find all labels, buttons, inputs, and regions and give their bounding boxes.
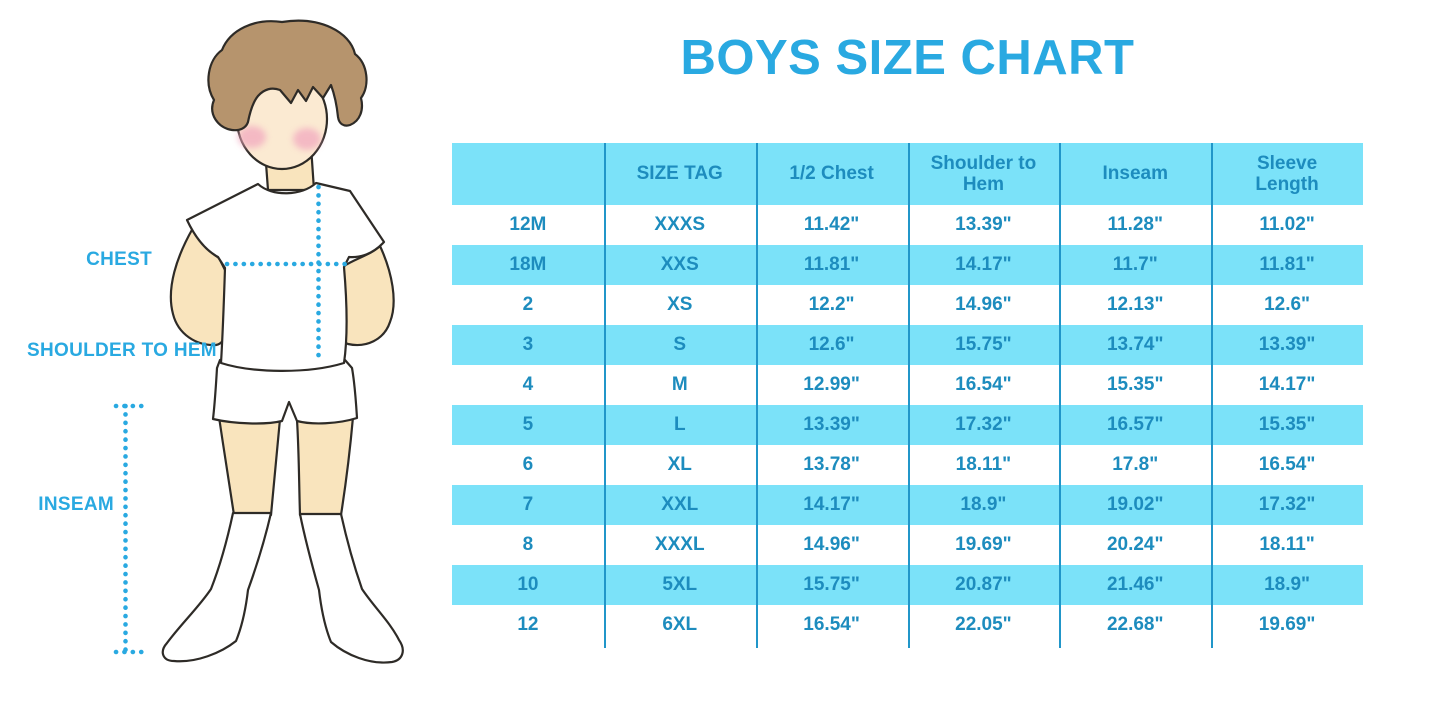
table-cell: 13.39" [803, 414, 860, 435]
table-cell: 8 [522, 534, 534, 555]
table-cell: 13.39" [955, 214, 1012, 235]
table-cell: 14.17" [1258, 374, 1316, 395]
table-cell: 19.02" [1106, 494, 1164, 515]
table-cell: M [671, 374, 688, 395]
table-cell: 17.8" [1112, 454, 1159, 475]
table-cell: 11.02" [1259, 214, 1315, 235]
right-sock [298, 512, 404, 664]
table-cell: 12.2" [808, 294, 855, 315]
table-cell: 22.05" [955, 614, 1012, 635]
page-title: BOYS SIZE CHART [680, 31, 1135, 85]
table-cell: S [673, 334, 687, 355]
table-cell: 13.78" [803, 454, 860, 475]
table-cell: 12 [517, 614, 539, 635]
table-cell: 12.6" [1264, 294, 1311, 315]
column-divider [603, 143, 606, 648]
table-cell: 20.87" [955, 574, 1012, 595]
table-cell: 14.17" [955, 254, 1012, 275]
table-cell: 20.24" [1106, 534, 1164, 555]
column-header [452, 143, 604, 205]
table-cell: 14.96" [955, 294, 1012, 315]
shoulder-to-hem-label: SHOULDER TO HEM [27, 340, 217, 361]
table-cell: 18.9" [960, 494, 1007, 515]
table-cell: 10 [517, 574, 539, 595]
table-cell: 15.75" [803, 574, 860, 595]
t-shirt [185, 181, 386, 372]
table-cell: 13.74" [1106, 334, 1164, 355]
table-cell: 13.39" [1258, 334, 1316, 355]
column-header: 1/2 Chest [789, 163, 874, 185]
table-cell: 21.46" [1106, 574, 1164, 595]
table-cell: L [673, 414, 686, 435]
table-cell: 5XL [662, 574, 698, 595]
right-blush [293, 128, 321, 150]
table-cell: 17.32" [955, 414, 1012, 435]
table-cell: XXS [660, 254, 699, 275]
table-cell: 17.32" [1258, 494, 1316, 515]
shorts [211, 358, 359, 425]
hair [207, 19, 368, 132]
table-cell: XXL [661, 494, 699, 515]
table-cell: 18.9" [1264, 574, 1311, 595]
table-cell: 16.54" [803, 614, 860, 635]
table-cell: XXXL [654, 534, 705, 555]
column-divider [907, 143, 910, 648]
column-divider [1059, 143, 1062, 648]
table-cell: 7 [522, 494, 534, 515]
column-header: SIZE TAG [636, 163, 723, 185]
table-cell: 11.81" [803, 254, 860, 275]
table-cell: 12.13" [1106, 294, 1164, 315]
table-cell: 16.54" [1258, 454, 1316, 475]
column-header: Sleeve Length [1255, 152, 1319, 195]
chest-label: CHEST [86, 249, 152, 270]
left-sock [161, 511, 273, 663]
table-cell: 12M [509, 214, 547, 235]
table-cell: 16.54" [955, 374, 1012, 395]
inseam-label: INSEAM [38, 494, 114, 515]
table-cell: 22.68" [1106, 614, 1164, 635]
table-cell: 5 [522, 414, 534, 435]
table-cell: XS [667, 294, 693, 315]
table-cell: 12.6" [808, 334, 855, 355]
table-cell: 11.7" [1112, 254, 1158, 275]
column-header: Shoulder to Hem [930, 152, 1037, 195]
table-cell: 18.11" [955, 454, 1012, 475]
table-cell: 18.11" [1259, 534, 1315, 555]
column-header: Inseam [1102, 163, 1168, 185]
column-divider [755, 143, 758, 648]
right-leg [295, 415, 355, 517]
left-leg [217, 415, 282, 517]
table-cell: 14.96" [803, 534, 860, 555]
table-cell: 12.99" [803, 374, 860, 395]
table-cell: 4 [522, 374, 534, 395]
table-cell: 15.35" [1258, 414, 1316, 435]
table-cell: 15.75" [955, 334, 1012, 355]
table-cell: 14.17" [803, 494, 860, 515]
table-cell: 2 [522, 294, 534, 315]
table-cell: 16.57" [1106, 414, 1164, 435]
right-arm [338, 244, 395, 347]
table-cell: 3 [522, 334, 534, 355]
table-cell: 11.28" [1107, 214, 1163, 235]
table-cell: XL [667, 454, 692, 475]
table-cell: 19.69" [955, 534, 1012, 555]
table-cell: 18M [509, 254, 547, 275]
left-blush [238, 126, 266, 148]
size-table: SIZE TAG 1/2 Chest Shoulder to Hem Inseam Sl… [452, 143, 1363, 648]
table-cell: 11.42" [803, 214, 860, 235]
table-cell: 11.81" [1259, 254, 1315, 275]
table-cell: 19.69" [1258, 614, 1316, 635]
table-cell: 6 [522, 454, 534, 475]
column-divider [1211, 143, 1214, 648]
table-cell: 6XL [662, 614, 698, 635]
boy-illustration [113, 19, 404, 664]
table-cell: XXXS [654, 214, 706, 235]
table-cell: 15.35" [1106, 374, 1164, 395]
